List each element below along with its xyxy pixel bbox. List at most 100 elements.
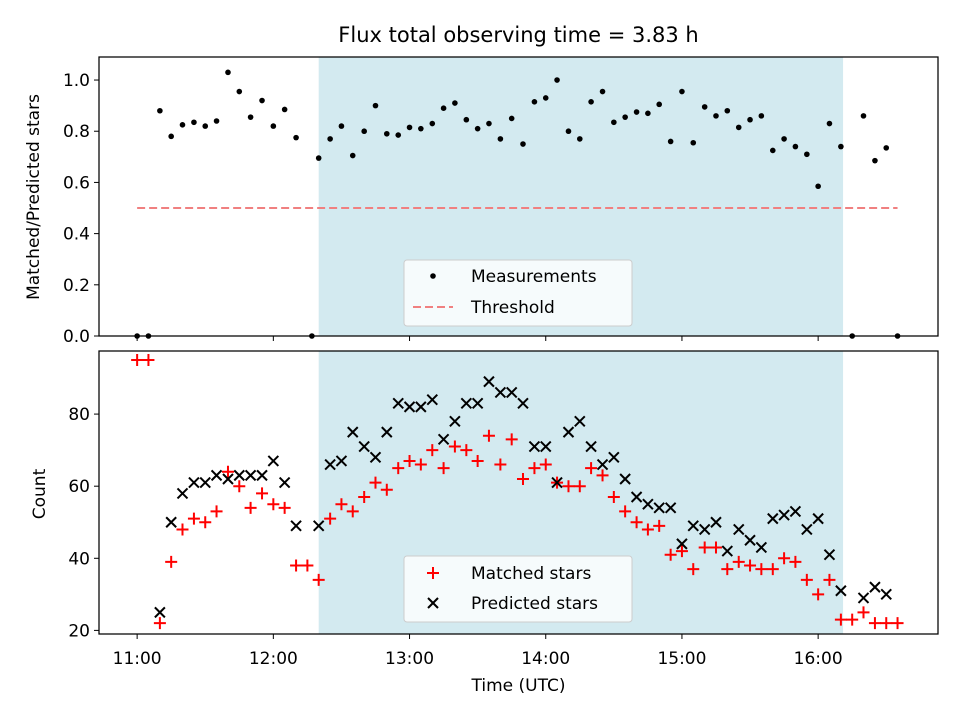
predicted-star-marker xyxy=(642,498,654,510)
measurement-point xyxy=(497,136,504,142)
predicted-star-marker xyxy=(312,520,325,532)
predicted-star-marker xyxy=(880,588,892,601)
matched-star-marker xyxy=(891,617,904,630)
top-legend-box xyxy=(403,259,633,327)
measurement-point xyxy=(202,123,209,129)
matched-star-marker xyxy=(585,462,598,475)
matched-star-marker xyxy=(233,480,246,493)
top-y-tick-label: 0.8 xyxy=(63,122,90,142)
predicted-star-marker xyxy=(210,469,223,482)
measurement-point xyxy=(395,132,402,138)
top-y-axis-label: Matched/Predicted stars xyxy=(24,94,44,300)
measurement-point xyxy=(270,123,277,129)
measurement-point xyxy=(883,145,890,151)
legend-predicted-label: Predicted stars xyxy=(471,594,598,614)
bottom-legend: Matched stars Predicted stars xyxy=(403,555,633,623)
predicted-star-marker xyxy=(585,440,597,453)
matched-star-marker xyxy=(675,545,688,558)
matched-star-marker xyxy=(199,516,212,529)
matched-star-marker xyxy=(607,491,620,504)
measurement-point xyxy=(872,157,878,164)
bottom-y-tick-label: 40 xyxy=(68,549,90,569)
matched-star-marker xyxy=(868,617,881,630)
predicted-star-marker xyxy=(744,534,756,546)
predicted-star-marker xyxy=(505,386,518,399)
measurement-point xyxy=(826,120,833,127)
predicted-star-marker xyxy=(460,397,473,409)
top-y-tick-label: 0.2 xyxy=(63,276,90,296)
predicted-star-marker xyxy=(721,545,734,557)
predicted-star-marker xyxy=(789,505,802,518)
predicted-star-marker xyxy=(630,491,643,503)
measurement-point xyxy=(406,124,413,131)
predicted-star-marker xyxy=(347,426,359,438)
measurement-point xyxy=(520,141,526,147)
matched-star-marker xyxy=(256,487,269,500)
matched-star-marker xyxy=(789,555,802,568)
measurement-point xyxy=(474,125,481,132)
predicted-star-marker xyxy=(596,458,609,471)
matched-star-marker xyxy=(176,523,189,536)
matched-star-marker xyxy=(301,559,314,572)
measurement-point xyxy=(758,113,765,119)
measurement-point xyxy=(679,88,685,95)
measurement-point xyxy=(701,104,708,110)
matched-star-marker xyxy=(687,563,700,576)
matched-star-marker xyxy=(165,555,178,568)
top-y-tick-label: 0.6 xyxy=(63,173,90,193)
matched-star-marker xyxy=(267,498,280,511)
predicted-star-marker xyxy=(278,476,291,489)
predicted-star-marker xyxy=(290,520,302,532)
bottom-x-tick-label: 11:00 xyxy=(113,649,162,669)
predicted-star-marker xyxy=(812,512,824,525)
measurement-point xyxy=(645,110,651,117)
matched-star-marker xyxy=(744,559,757,572)
measurement-point xyxy=(611,119,617,126)
predicted-star-marker xyxy=(222,473,234,485)
matched-star-marker xyxy=(153,617,166,630)
measurement-point xyxy=(349,152,356,159)
measurement-point xyxy=(293,134,299,141)
predicted-star-marker xyxy=(199,476,211,489)
predicted-star-marker xyxy=(426,393,438,406)
matched-star-marker xyxy=(437,462,450,475)
matched-star-marker xyxy=(653,519,666,532)
measurement-point xyxy=(588,98,594,105)
bottom-x-tick-label: 16:00 xyxy=(794,649,843,669)
matched-star-marker xyxy=(448,440,461,453)
matched-star-marker xyxy=(528,462,541,475)
measurement-point xyxy=(724,107,731,114)
predicted-star-marker xyxy=(256,469,268,482)
predicted-star-marker xyxy=(471,397,484,409)
measurement-point xyxy=(383,130,390,137)
predicted-star-marker xyxy=(403,401,416,413)
measurement-point xyxy=(508,115,515,122)
legend-matched-label: Matched stars xyxy=(471,564,591,584)
measurement-point xyxy=(440,105,447,111)
bottom-x-tick-label: 14:00 xyxy=(521,649,570,669)
matched-star-marker xyxy=(414,458,427,471)
predicted-star-marker xyxy=(267,455,280,467)
bottom-y-axis-label: Count xyxy=(30,468,50,519)
matched-star-marker xyxy=(664,548,677,561)
matched-star-marker xyxy=(403,454,416,467)
predicted-star-marker xyxy=(154,606,166,619)
predicted-star-marker xyxy=(392,397,404,409)
predicted-star-marker xyxy=(165,516,177,528)
matched-star-marker xyxy=(539,458,552,471)
bottom-x-tick-label: 15:00 xyxy=(657,649,706,669)
bottom-legend-box xyxy=(403,555,633,623)
measurement-point xyxy=(531,98,538,105)
measurement-point xyxy=(361,128,367,135)
matched-star-marker xyxy=(426,444,439,457)
matched-star-marker xyxy=(244,501,257,514)
matched-star-marker xyxy=(324,512,337,525)
predicted-star-marker xyxy=(517,397,529,409)
measurement-point xyxy=(781,136,787,142)
measurement-point xyxy=(486,120,492,127)
measurement-point xyxy=(576,136,583,142)
measurement-point xyxy=(179,122,186,128)
measurement-point xyxy=(622,114,628,120)
